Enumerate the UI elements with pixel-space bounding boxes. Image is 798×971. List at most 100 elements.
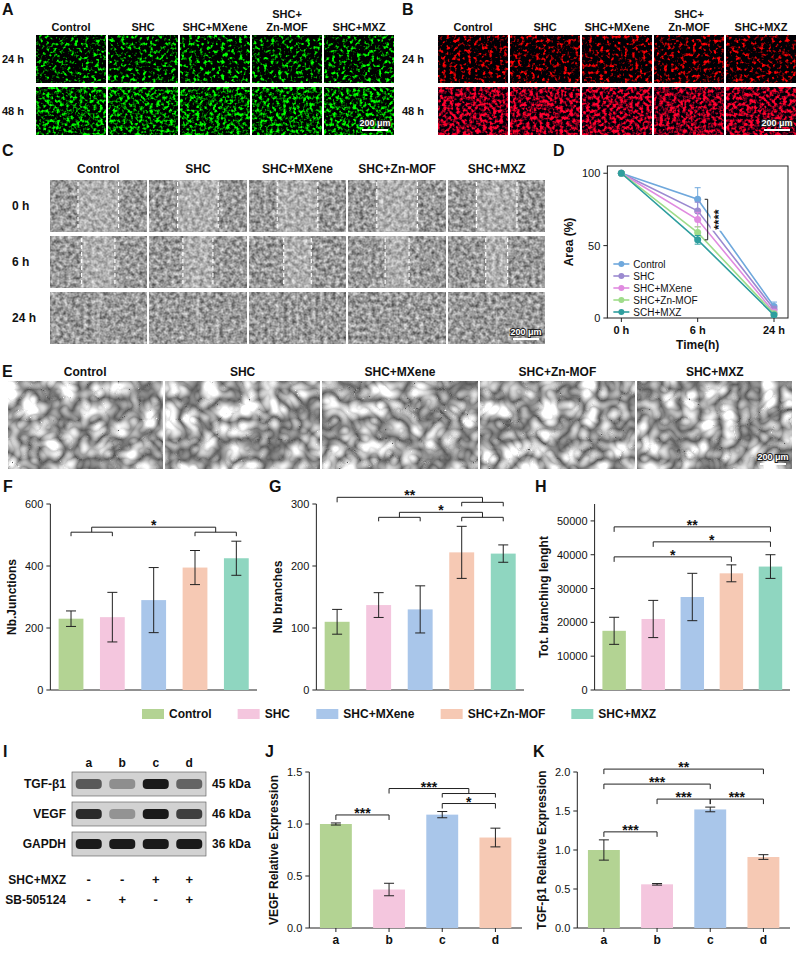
line-chart: D050100Area (%)0 h6 h24 hTime(h)****Cont… bbox=[553, 142, 788, 352]
lane-label: c bbox=[152, 756, 159, 770]
error-bar bbox=[190, 551, 200, 585]
series-line bbox=[621, 173, 774, 315]
bar bbox=[694, 809, 726, 928]
legend-swatch bbox=[441, 709, 463, 719]
tick bbox=[46, 690, 50, 691]
wound-edge bbox=[516, 182, 517, 230]
panel-letter: I bbox=[3, 743, 7, 760]
tick bbox=[591, 656, 595, 657]
tick-label: 0 bbox=[594, 312, 600, 324]
marks bbox=[320, 812, 511, 928]
significance-label: * bbox=[466, 794, 472, 810]
line: SHC+ bbox=[272, 8, 302, 20]
tick bbox=[774, 318, 775, 322]
tick-label: 0 bbox=[581, 684, 587, 696]
tick-label: 6 h bbox=[690, 324, 706, 336]
significance-label: * bbox=[151, 517, 157, 533]
micrograph bbox=[252, 87, 322, 135]
significance-label: *** bbox=[421, 779, 438, 795]
marks bbox=[602, 555, 782, 690]
band bbox=[76, 809, 102, 819]
wound-gap bbox=[496, 292, 498, 344]
column-label: Control bbox=[453, 21, 492, 33]
micrograph bbox=[448, 236, 545, 288]
micrograph bbox=[150, 292, 247, 344]
legend-marker bbox=[618, 285, 624, 291]
treatment-sign: + bbox=[185, 892, 193, 907]
column-label: SHC+MXene bbox=[364, 365, 435, 379]
significance-label: ** bbox=[687, 517, 698, 533]
wound-gap bbox=[178, 180, 219, 232]
significance-label: *** bbox=[649, 774, 666, 790]
legend-marker bbox=[618, 309, 624, 315]
axis-title: TGF-β1 Relative Expression bbox=[535, 770, 549, 929]
wound-gap bbox=[476, 180, 517, 232]
micrograph bbox=[150, 236, 247, 288]
line: Zn-MOF bbox=[266, 21, 308, 33]
point bbox=[618, 170, 625, 177]
bar bbox=[641, 884, 673, 928]
column-label: SHC+Zn-MOF bbox=[519, 365, 597, 379]
legend-label: SCH+MXZ bbox=[633, 307, 681, 318]
tick bbox=[573, 889, 577, 890]
tick-label: 0.0 bbox=[287, 922, 302, 934]
y-axis bbox=[309, 772, 310, 928]
tick-label: 0 bbox=[37, 684, 43, 696]
bar bbox=[747, 857, 779, 928]
wound-gap bbox=[284, 236, 312, 288]
micrograph bbox=[108, 87, 178, 135]
bar-chart: K0.00.51.01.52.0TGF-β1 Relative Expressi… bbox=[533, 743, 790, 947]
bar bbox=[320, 824, 352, 928]
row-label: 0 h bbox=[12, 199, 29, 213]
column-label: SHC+MXZ bbox=[468, 162, 526, 176]
tick-label: 0 bbox=[303, 684, 309, 696]
significance-label: *** bbox=[354, 805, 371, 821]
wound-gap bbox=[97, 292, 100, 344]
tick bbox=[312, 628, 316, 629]
micrograph bbox=[108, 35, 178, 83]
micrograph bbox=[8, 381, 162, 469]
tick-label: 0 h bbox=[613, 324, 629, 336]
tick bbox=[46, 628, 50, 629]
legend-label: SHC bbox=[265, 707, 291, 721]
size-label: 36 kDa bbox=[212, 837, 251, 851]
column-label: SHC+Zn-MOF bbox=[358, 162, 436, 176]
y-axis bbox=[50, 504, 51, 690]
micrograph bbox=[349, 292, 446, 344]
scale-label: 200 μm bbox=[757, 452, 788, 462]
tick-label: 600 bbox=[25, 498, 43, 510]
image-panel: BControlSHCSHC+MXeneSHC+Zn-MOFSHC+MXZ24 … bbox=[402, 1, 796, 135]
column-label: SHC+MXene bbox=[584, 21, 649, 33]
band bbox=[109, 839, 135, 849]
significance-bracket bbox=[705, 199, 708, 240]
column-label: SHC+MXZ bbox=[333, 21, 386, 33]
tick bbox=[603, 173, 607, 174]
error-bar bbox=[231, 541, 241, 575]
wound-edge bbox=[81, 238, 82, 286]
tick-label: 20000 bbox=[557, 616, 588, 628]
significance-label: ** bbox=[678, 759, 689, 775]
legend-label: Control bbox=[169, 707, 212, 721]
protein-label: GAPDH bbox=[23, 837, 66, 851]
tick bbox=[573, 772, 577, 773]
significance-label: *** bbox=[675, 789, 692, 805]
point bbox=[694, 236, 701, 243]
micrograph bbox=[324, 35, 394, 83]
wound-edge bbox=[283, 238, 284, 286]
scale-label: 200 μm bbox=[761, 118, 792, 128]
wound-edge bbox=[118, 182, 119, 230]
bar bbox=[224, 558, 249, 690]
band bbox=[109, 779, 135, 789]
band bbox=[176, 839, 202, 849]
column-label: SHC+MXene bbox=[262, 162, 333, 176]
column-label: Control bbox=[64, 365, 107, 379]
axis-title: Time(h) bbox=[676, 338, 719, 352]
error-bar bbox=[384, 883, 394, 895]
error-bar bbox=[149, 568, 159, 633]
error-bar bbox=[705, 807, 715, 812]
wound-edge bbox=[77, 182, 78, 230]
micrograph bbox=[510, 35, 580, 83]
micrograph bbox=[480, 381, 634, 469]
panel-letter: D bbox=[553, 142, 565, 159]
wound-edge bbox=[212, 238, 213, 286]
